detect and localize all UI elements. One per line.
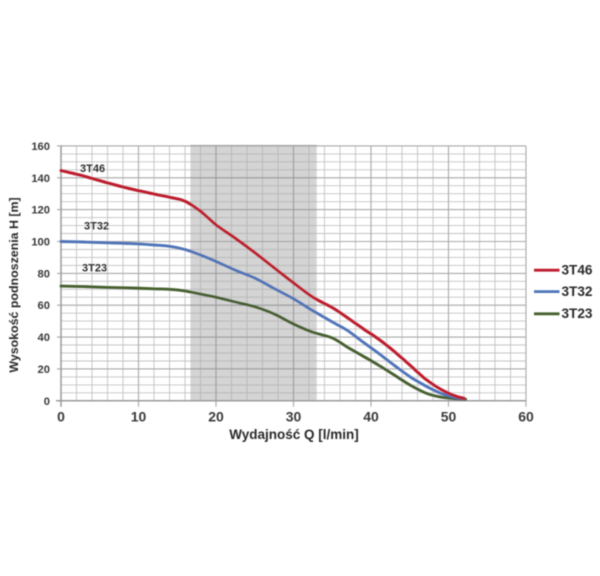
- svg-text:160: 160: [31, 141, 50, 153]
- svg-text:Wydajność Q [l/min]: Wydajność Q [l/min]: [229, 427, 359, 442]
- svg-text:20: 20: [38, 364, 50, 376]
- svg-text:40: 40: [363, 409, 379, 425]
- svg-text:3T32: 3T32: [562, 284, 593, 299]
- svg-text:120: 120: [31, 205, 50, 217]
- svg-text:3T46: 3T46: [562, 262, 593, 277]
- svg-text:80: 80: [38, 268, 50, 280]
- svg-text:3T23: 3T23: [562, 306, 593, 321]
- svg-text:30: 30: [286, 409, 302, 425]
- svg-text:60: 60: [518, 409, 534, 425]
- svg-text:3T46: 3T46: [80, 163, 105, 175]
- svg-text:Wysokość podnoszenia H [m]: Wysokość podnoszenia H [m]: [7, 197, 21, 372]
- svg-text:140: 140: [31, 173, 50, 185]
- svg-text:0: 0: [44, 396, 50, 408]
- svg-text:60: 60: [38, 300, 50, 312]
- svg-text:50: 50: [441, 409, 457, 425]
- svg-text:10: 10: [131, 409, 147, 425]
- svg-text:40: 40: [38, 332, 50, 344]
- svg-text:100: 100: [31, 237, 50, 249]
- svg-text:20: 20: [208, 409, 224, 425]
- svg-text:0: 0: [57, 409, 65, 425]
- svg-text:3T23: 3T23: [82, 263, 107, 275]
- svg-text:3T32: 3T32: [84, 221, 109, 233]
